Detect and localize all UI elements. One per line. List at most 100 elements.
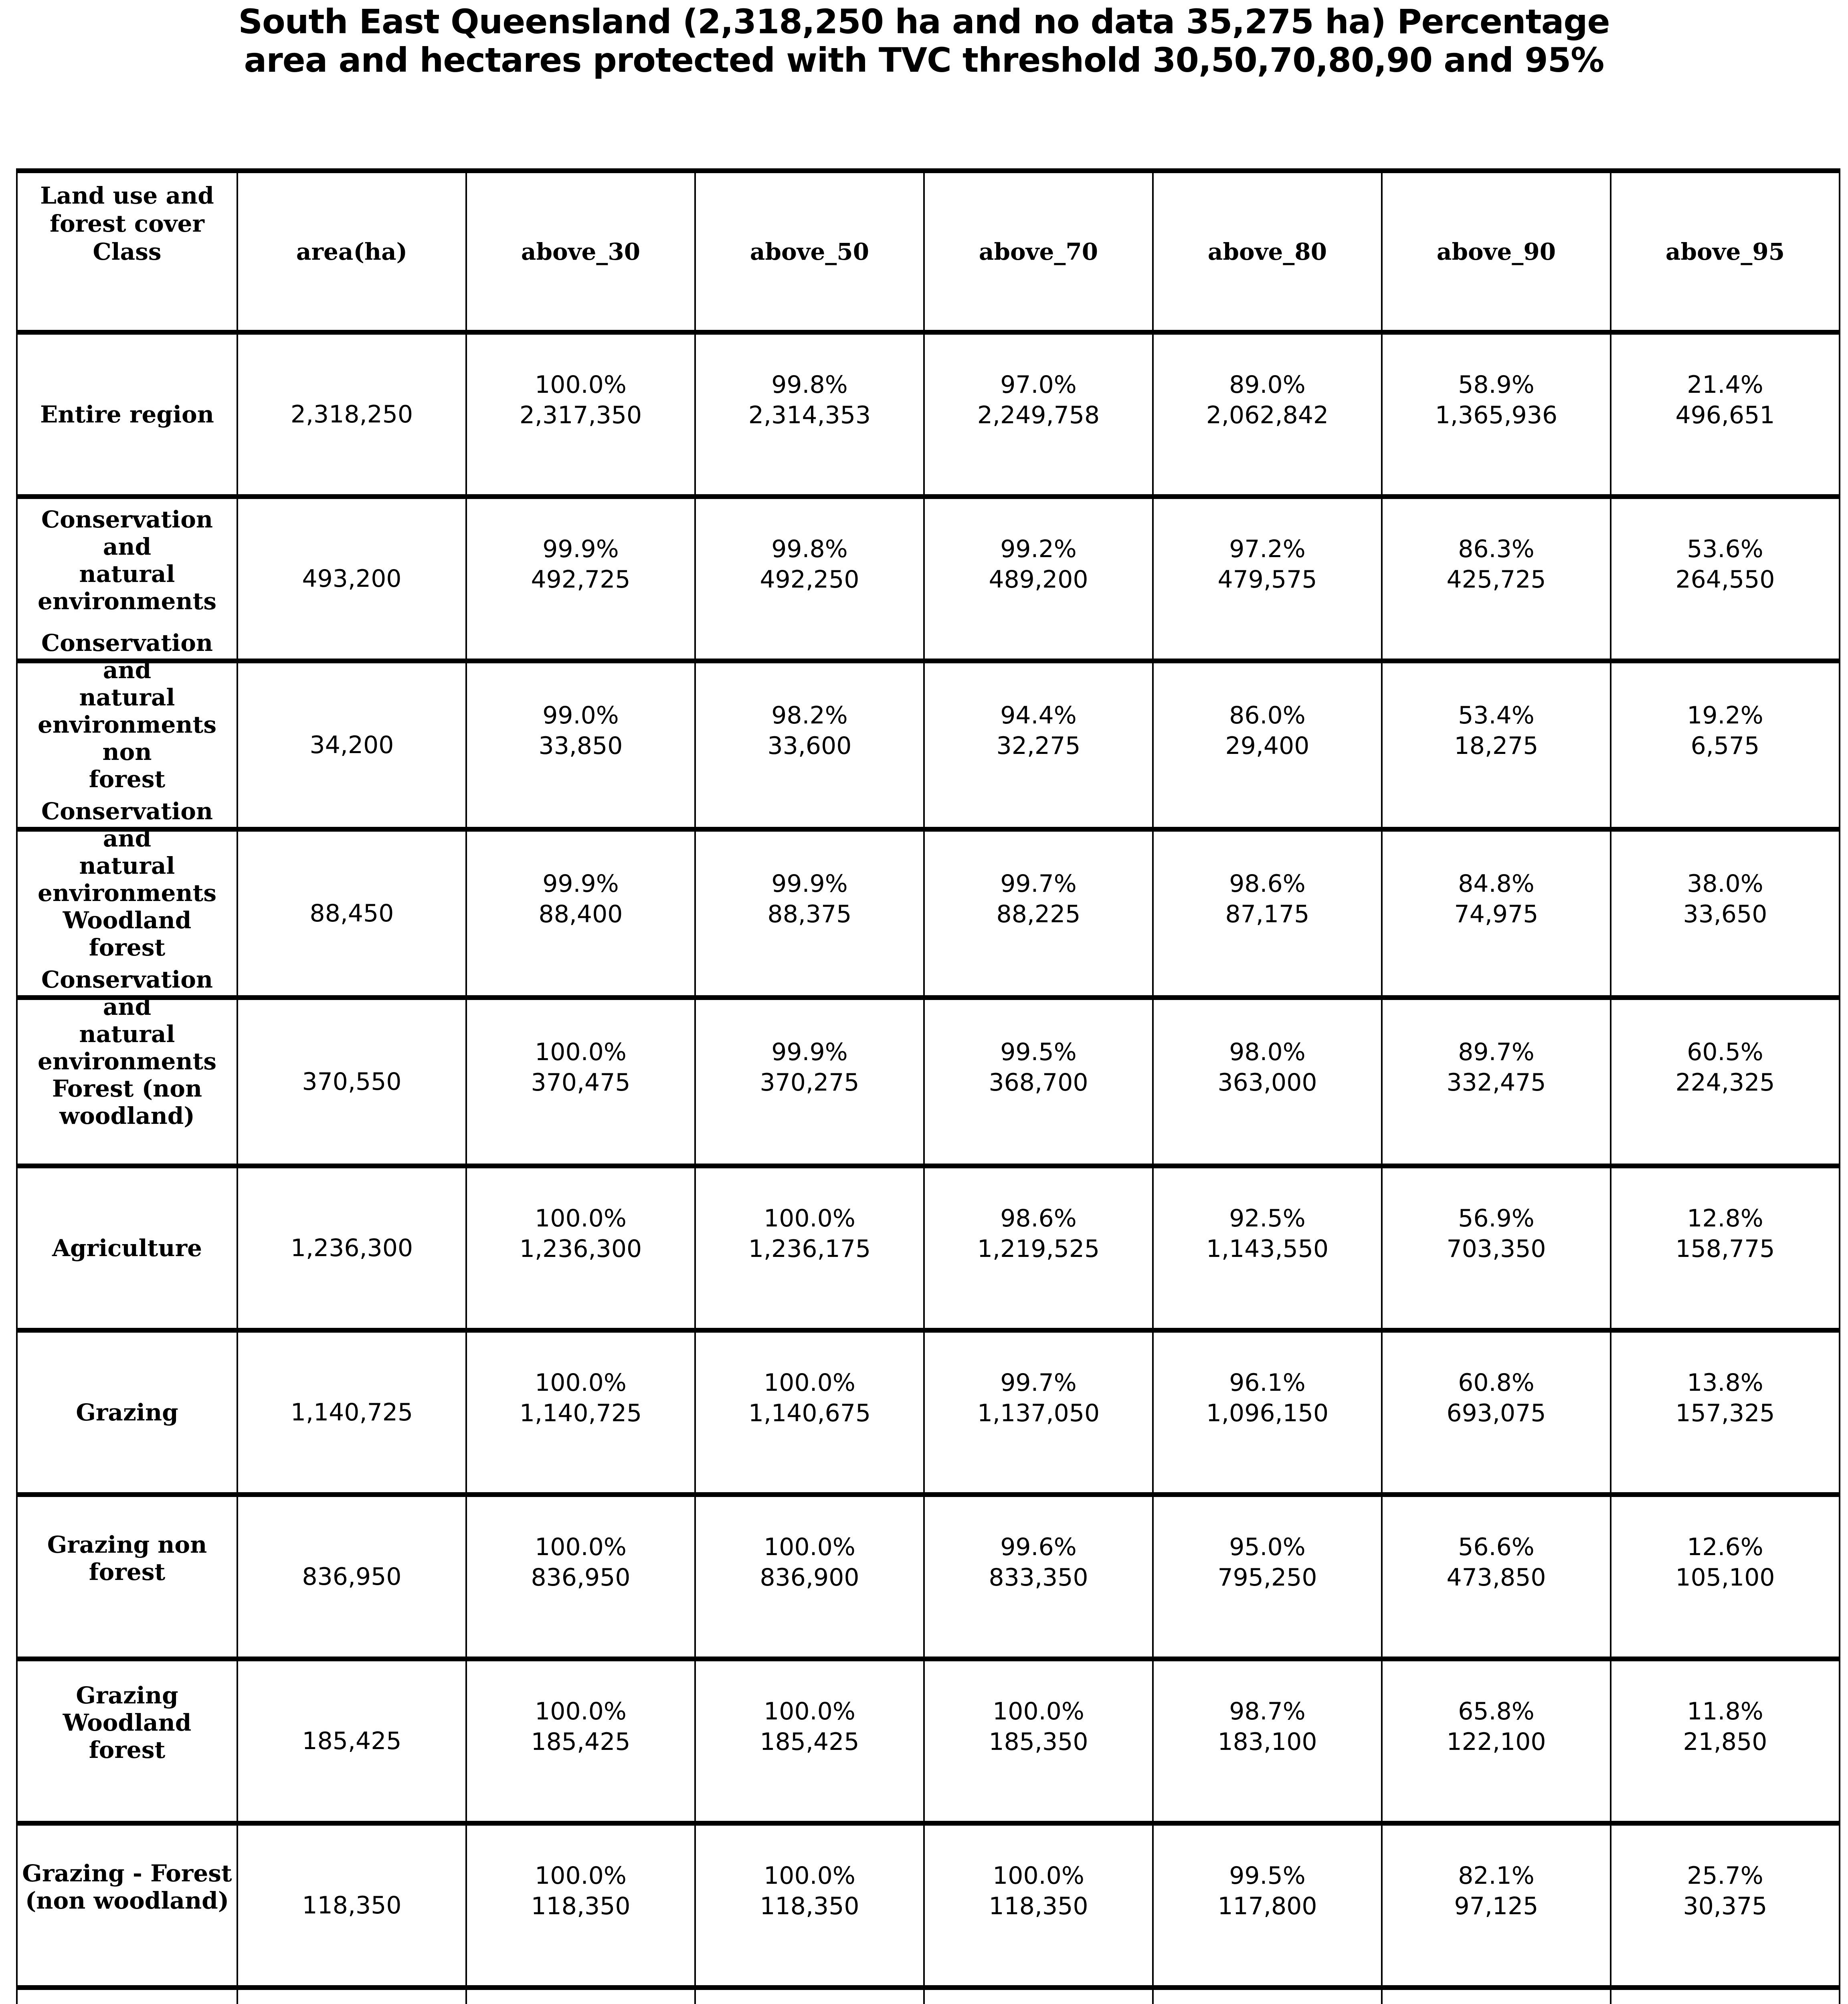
table-row: Grazing non forest 836,950 100.0% 836,950…: [16, 1492, 1840, 1661]
col-header-above-90: above_90: [1436, 238, 1556, 265]
cell: 100.0% 836,900: [760, 1533, 859, 1592]
cell: 60.5% 224,325: [1675, 1038, 1775, 1097]
cell: 100.0% 1,140,675: [748, 1369, 871, 1427]
cell: 100.0% 185,350: [989, 1697, 1088, 1756]
cell: 100.0% 118,350: [760, 1862, 859, 1920]
cell: 97.2% 479,575: [1217, 535, 1317, 594]
cell: 94.4% 32,275: [996, 701, 1081, 760]
cell: 25.7% 30,375: [1683, 1862, 1767, 1920]
area-value: 118,350: [302, 1891, 402, 1919]
area-value: 34,200: [309, 731, 394, 759]
cell: 89.0% 2,062,842: [1206, 371, 1329, 429]
cell: 38.0% 33,650: [1683, 870, 1767, 928]
cell: 99.2% 489,200: [989, 535, 1088, 594]
row-label: Conservation and natural environments no…: [37, 629, 217, 793]
cell: 100.0% 836,950: [531, 1533, 631, 1592]
cell: 56.6% 473,850: [1446, 1533, 1546, 1592]
cell: 99.6% 833,350: [989, 1533, 1088, 1592]
cell: 100.0% 1,140,725: [519, 1369, 642, 1427]
cell: 97.0% 2,249,758: [977, 371, 1100, 429]
area-value: 88,450: [309, 899, 394, 927]
table-row: Grazing 1,140,725 100.0% 1,140,725 100.0%…: [16, 1328, 1840, 1497]
cell: 99.5% 368,700: [989, 1038, 1088, 1097]
tvc-table: Land use and forest cover Class area(ha)…: [16, 168, 1840, 2004]
row-label: Grazing non forest: [47, 1531, 207, 1586]
cell: 100.0% 1,236,300: [519, 1204, 642, 1263]
row-label: Conservation and natural environments Fo…: [37, 966, 217, 1129]
cell: 99.9% 88,375: [767, 870, 852, 928]
cell: 100.0% 185,425: [760, 1697, 859, 1756]
col-header-area: area(ha): [296, 238, 408, 265]
cell: 96.1% 1,096,150: [1206, 1369, 1329, 1427]
cell: 99.9% 492,725: [531, 535, 631, 594]
table-row: Grazing Woodland forest 185,425 100.0% 18…: [16, 1657, 1840, 1826]
cell: 99.5% 117,800: [1217, 1862, 1317, 1920]
cell: 84.8% 74,975: [1454, 870, 1539, 928]
row-label: Conservation and natural environments: [37, 506, 217, 615]
cell: 58.9% 1,365,936: [1435, 371, 1558, 429]
cell: 65.8% 122,100: [1446, 1697, 1546, 1756]
col-header-above-80: above_80: [1207, 238, 1327, 265]
cell: 99.8% 492,250: [760, 535, 859, 594]
area-value: 185,425: [302, 1727, 402, 1755]
title-line-2: area and hectares protected with TVC thr…: [244, 40, 1605, 80]
cell: 53.6% 264,550: [1675, 535, 1775, 594]
area-value: 370,550: [302, 1068, 402, 1096]
cell: 99.9% 88,400: [538, 870, 623, 928]
title-line-1: South East Queensland (2,318,250 ha and …: [238, 2, 1610, 41]
area-value: 836,950: [302, 1563, 402, 1591]
cell: 100.0% 118,350: [531, 1862, 631, 1920]
cell: 92.5% 1,143,550: [1206, 1204, 1329, 1263]
area-value: 1,236,300: [290, 1234, 413, 1262]
cell: 82.1% 97,125: [1454, 1862, 1539, 1920]
col-header-above-50: above_50: [750, 238, 869, 265]
row-label: Grazing: [76, 1399, 178, 1426]
cell: 86.0% 29,400: [1225, 701, 1310, 760]
cell: 13.8% 157,325: [1675, 1369, 1775, 1427]
row-label: Conservation and natural environments Wo…: [37, 798, 217, 961]
table-row: Entire region 2,318,250 100.0% 2,317,350 …: [16, 330, 1840, 499]
page-title: South East Queensland (2,318,250 ha and …: [0, 2, 1848, 79]
cell: 100.0% 370,475: [531, 1038, 631, 1097]
cell: 100.0% 1,236,175: [748, 1204, 871, 1263]
cell: 98.6% 1,219,525: [977, 1204, 1100, 1263]
col-header-class: Land use and forest cover Class: [40, 182, 214, 265]
row-label: Agriculture: [52, 1234, 202, 1262]
col-header-above-30: above_30: [521, 238, 641, 265]
row-label: Grazing Woodland forest: [63, 1682, 192, 1764]
table-row: Conservation and natural environments Wo…: [16, 798, 1840, 1000]
cell: 56.9% 703,350: [1446, 1204, 1546, 1263]
cell: 60.8% 693,075: [1446, 1369, 1546, 1427]
cell: 12.8% 158,775: [1675, 1204, 1775, 1263]
table-row: Conservation and natural environments Fo…: [16, 966, 1840, 1168]
col-header-above-95: above_95: [1665, 238, 1785, 265]
table-row: Conservation and natural environments no…: [16, 629, 1840, 832]
cell: 99.8% 2,314,353: [748, 371, 871, 429]
col-header-above-70: above_70: [979, 238, 1098, 265]
cell: 98.2% 33,600: [767, 701, 852, 760]
area-value: 493,200: [302, 565, 402, 593]
cell: 100.0% 118,350: [989, 1862, 1088, 1920]
cell: 98.7% 183,100: [1217, 1697, 1317, 1756]
cell: 100.0% 185,425: [531, 1697, 631, 1756]
cell: 100.0% 2,317,350: [519, 371, 642, 429]
cell: 12.6% 105,100: [1675, 1533, 1775, 1592]
area-value: 2,318,250: [290, 400, 413, 428]
area-value: 1,140,725: [290, 1398, 413, 1426]
cell: 11.8% 21,850: [1683, 1697, 1767, 1756]
cell: 86.3% 425,725: [1446, 535, 1546, 594]
cell: 53.4% 18,275: [1454, 701, 1539, 760]
cell: 98.0% 363,000: [1217, 1038, 1317, 1097]
cell: 19.2% 6,575: [1687, 701, 1763, 760]
cell: 99.0% 33,850: [538, 701, 623, 760]
cell: 95.0% 795,250: [1217, 1533, 1317, 1592]
header-row: Land use and forest cover Class area(ha)…: [16, 168, 1840, 335]
row-label: Grazing - Forest (non woodland): [22, 1860, 232, 1914]
cell: 89.7% 332,475: [1446, 1038, 1546, 1097]
table-row: Conservation and natural environments 49…: [16, 494, 1840, 663]
row-label: Entire region: [40, 401, 214, 428]
table-row: Irrigation 69,550 100.0%69,550 99.9%69,4…: [16, 1985, 1840, 2004]
cell: 99.7% 1,137,050: [977, 1369, 1100, 1427]
table-row: Agriculture 1,236,300 100.0% 1,236,300 10…: [16, 1164, 1840, 1333]
cell: 99.7% 88,225: [996, 870, 1081, 928]
